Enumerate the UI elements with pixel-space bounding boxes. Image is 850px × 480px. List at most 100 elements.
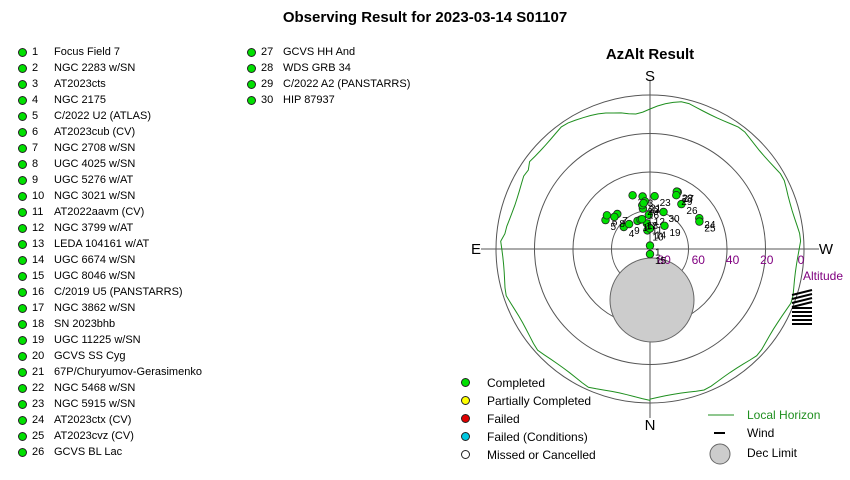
target-number: 12 bbox=[32, 222, 45, 234]
target-number: 10 bbox=[32, 190, 45, 202]
status-dot-icon bbox=[18, 160, 27, 169]
target-number: 2 bbox=[32, 62, 39, 74]
altitude-tick: 80 bbox=[657, 253, 671, 267]
target-number: 22 bbox=[32, 382, 45, 394]
target-name: UGC 5276 w/AT bbox=[54, 174, 134, 186]
status-dot-icon bbox=[247, 64, 256, 73]
status-dot-icon bbox=[18, 192, 27, 201]
target-name: NGC 2283 w/SN bbox=[54, 62, 136, 74]
target-name: GCVS BL Lac bbox=[54, 446, 123, 458]
target-point bbox=[695, 217, 704, 226]
target-number: 6 bbox=[32, 126, 39, 138]
target-point-label: 30 bbox=[669, 214, 681, 225]
target-point-label: 23 bbox=[660, 198, 672, 209]
target-name: NGC 5915 w/SN bbox=[54, 398, 136, 410]
target-point bbox=[624, 219, 634, 229]
target-name: UGC 8046 w/SN bbox=[54, 270, 136, 282]
target-number: 7 bbox=[32, 142, 39, 154]
target-number: 24 bbox=[32, 414, 45, 426]
target-point bbox=[628, 191, 637, 200]
target-number: 29 bbox=[261, 78, 274, 90]
target-point bbox=[644, 210, 653, 219]
failed-dot-icon bbox=[461, 414, 470, 423]
altitude-tick: 0 bbox=[798, 253, 805, 267]
target-name: NGC 2175 bbox=[54, 94, 106, 106]
target-name: NGC 2708 w/SN bbox=[54, 142, 136, 154]
target-point bbox=[637, 214, 647, 224]
status-dot-icon bbox=[18, 176, 27, 185]
target-point-label: 20 bbox=[647, 207, 659, 218]
target-name: C/2019 U5 (PANSTARRS) bbox=[54, 286, 183, 298]
target-point-label: 7 bbox=[622, 216, 628, 227]
wind-icon bbox=[714, 432, 725, 434]
target-point-label: 29 bbox=[681, 197, 693, 208]
target-point-label: 25 bbox=[704, 224, 716, 235]
target-point-label: 27 bbox=[683, 194, 695, 205]
target-name: LEDA 104161 w/AT bbox=[54, 238, 150, 250]
wind-mark bbox=[791, 293, 813, 300]
status-dot-icon bbox=[18, 416, 27, 425]
target-name: AT2023cub (CV) bbox=[54, 126, 136, 138]
status-dot-icon bbox=[18, 128, 27, 137]
status-dot-icon bbox=[18, 432, 27, 441]
status-dot-icon bbox=[18, 352, 27, 361]
dec-limit-icon bbox=[709, 443, 731, 465]
target-point-label: 21 bbox=[650, 203, 662, 214]
status-dot-icon bbox=[18, 320, 27, 329]
target-name: WDS GRB 34 bbox=[283, 62, 351, 74]
target-number: 9 bbox=[32, 174, 39, 186]
target-name: GCVS HH And bbox=[283, 46, 356, 58]
target-number: 28 bbox=[261, 62, 274, 74]
target-point bbox=[660, 221, 669, 230]
target-number: 1 bbox=[32, 46, 39, 58]
target-name: NGC 3862 w/SN bbox=[54, 302, 136, 314]
target-name: AT2023ctx (CV) bbox=[54, 414, 132, 426]
target-name: C/2022 U2 (ATLAS) bbox=[54, 110, 152, 122]
target-number: 3 bbox=[32, 78, 39, 90]
direction-north: N bbox=[645, 417, 656, 434]
target-point bbox=[645, 224, 655, 233]
target-number: 13 bbox=[32, 238, 45, 250]
status-dot-icon bbox=[18, 80, 27, 89]
target-point bbox=[639, 198, 648, 208]
target-point-label: 19 bbox=[670, 228, 682, 239]
status-dot-icon bbox=[18, 400, 27, 409]
target-number: 27 bbox=[261, 46, 274, 58]
target-name: GCVS SS Cyg bbox=[54, 350, 126, 362]
target-point-label: 3 bbox=[648, 199, 654, 210]
status-dot-icon bbox=[18, 336, 27, 345]
page-title: Observing Result for 2023-03-14 S01107 bbox=[282, 9, 568, 26]
status-dot-icon bbox=[18, 304, 27, 313]
wind-mark bbox=[791, 289, 813, 296]
target-point bbox=[645, 249, 655, 259]
status-dot-icon bbox=[18, 240, 27, 249]
target-name: NGC 5468 w/SN bbox=[54, 382, 136, 394]
target-point-label: 9 bbox=[634, 226, 640, 237]
status-dot-icon bbox=[18, 96, 27, 105]
status-dot-icon bbox=[18, 48, 27, 57]
target-point-label: 1 bbox=[655, 248, 661, 259]
target-point-label: 5 bbox=[611, 222, 617, 233]
partial-dot-icon bbox=[461, 396, 470, 405]
target-point bbox=[659, 207, 668, 217]
target-number: 15 bbox=[32, 270, 45, 282]
target-point bbox=[672, 190, 681, 200]
wind-mark bbox=[791, 297, 813, 304]
target-number: 25 bbox=[32, 430, 45, 442]
altitude-tick: 20 bbox=[760, 253, 774, 267]
target-name: UGC 4025 w/SN bbox=[54, 158, 136, 170]
status-dot-icon bbox=[18, 256, 27, 265]
target-name: 67P/Churyumov-Gerasimenko bbox=[54, 366, 202, 378]
target-number: 4 bbox=[32, 94, 39, 106]
target-point-label: 22 bbox=[649, 205, 661, 216]
status-dot-icon bbox=[247, 48, 256, 57]
target-number: 19 bbox=[32, 334, 45, 346]
status-dot-icon bbox=[18, 384, 27, 393]
target-name: AT2023cvz (CV) bbox=[54, 430, 134, 442]
status-dot-icon bbox=[18, 448, 27, 457]
target-point bbox=[650, 191, 659, 201]
target-number: 17 bbox=[32, 302, 45, 314]
azalt-title: AzAlt Result bbox=[606, 46, 694, 63]
status-dot-icon bbox=[18, 112, 27, 121]
status-dot-icon bbox=[18, 272, 27, 281]
